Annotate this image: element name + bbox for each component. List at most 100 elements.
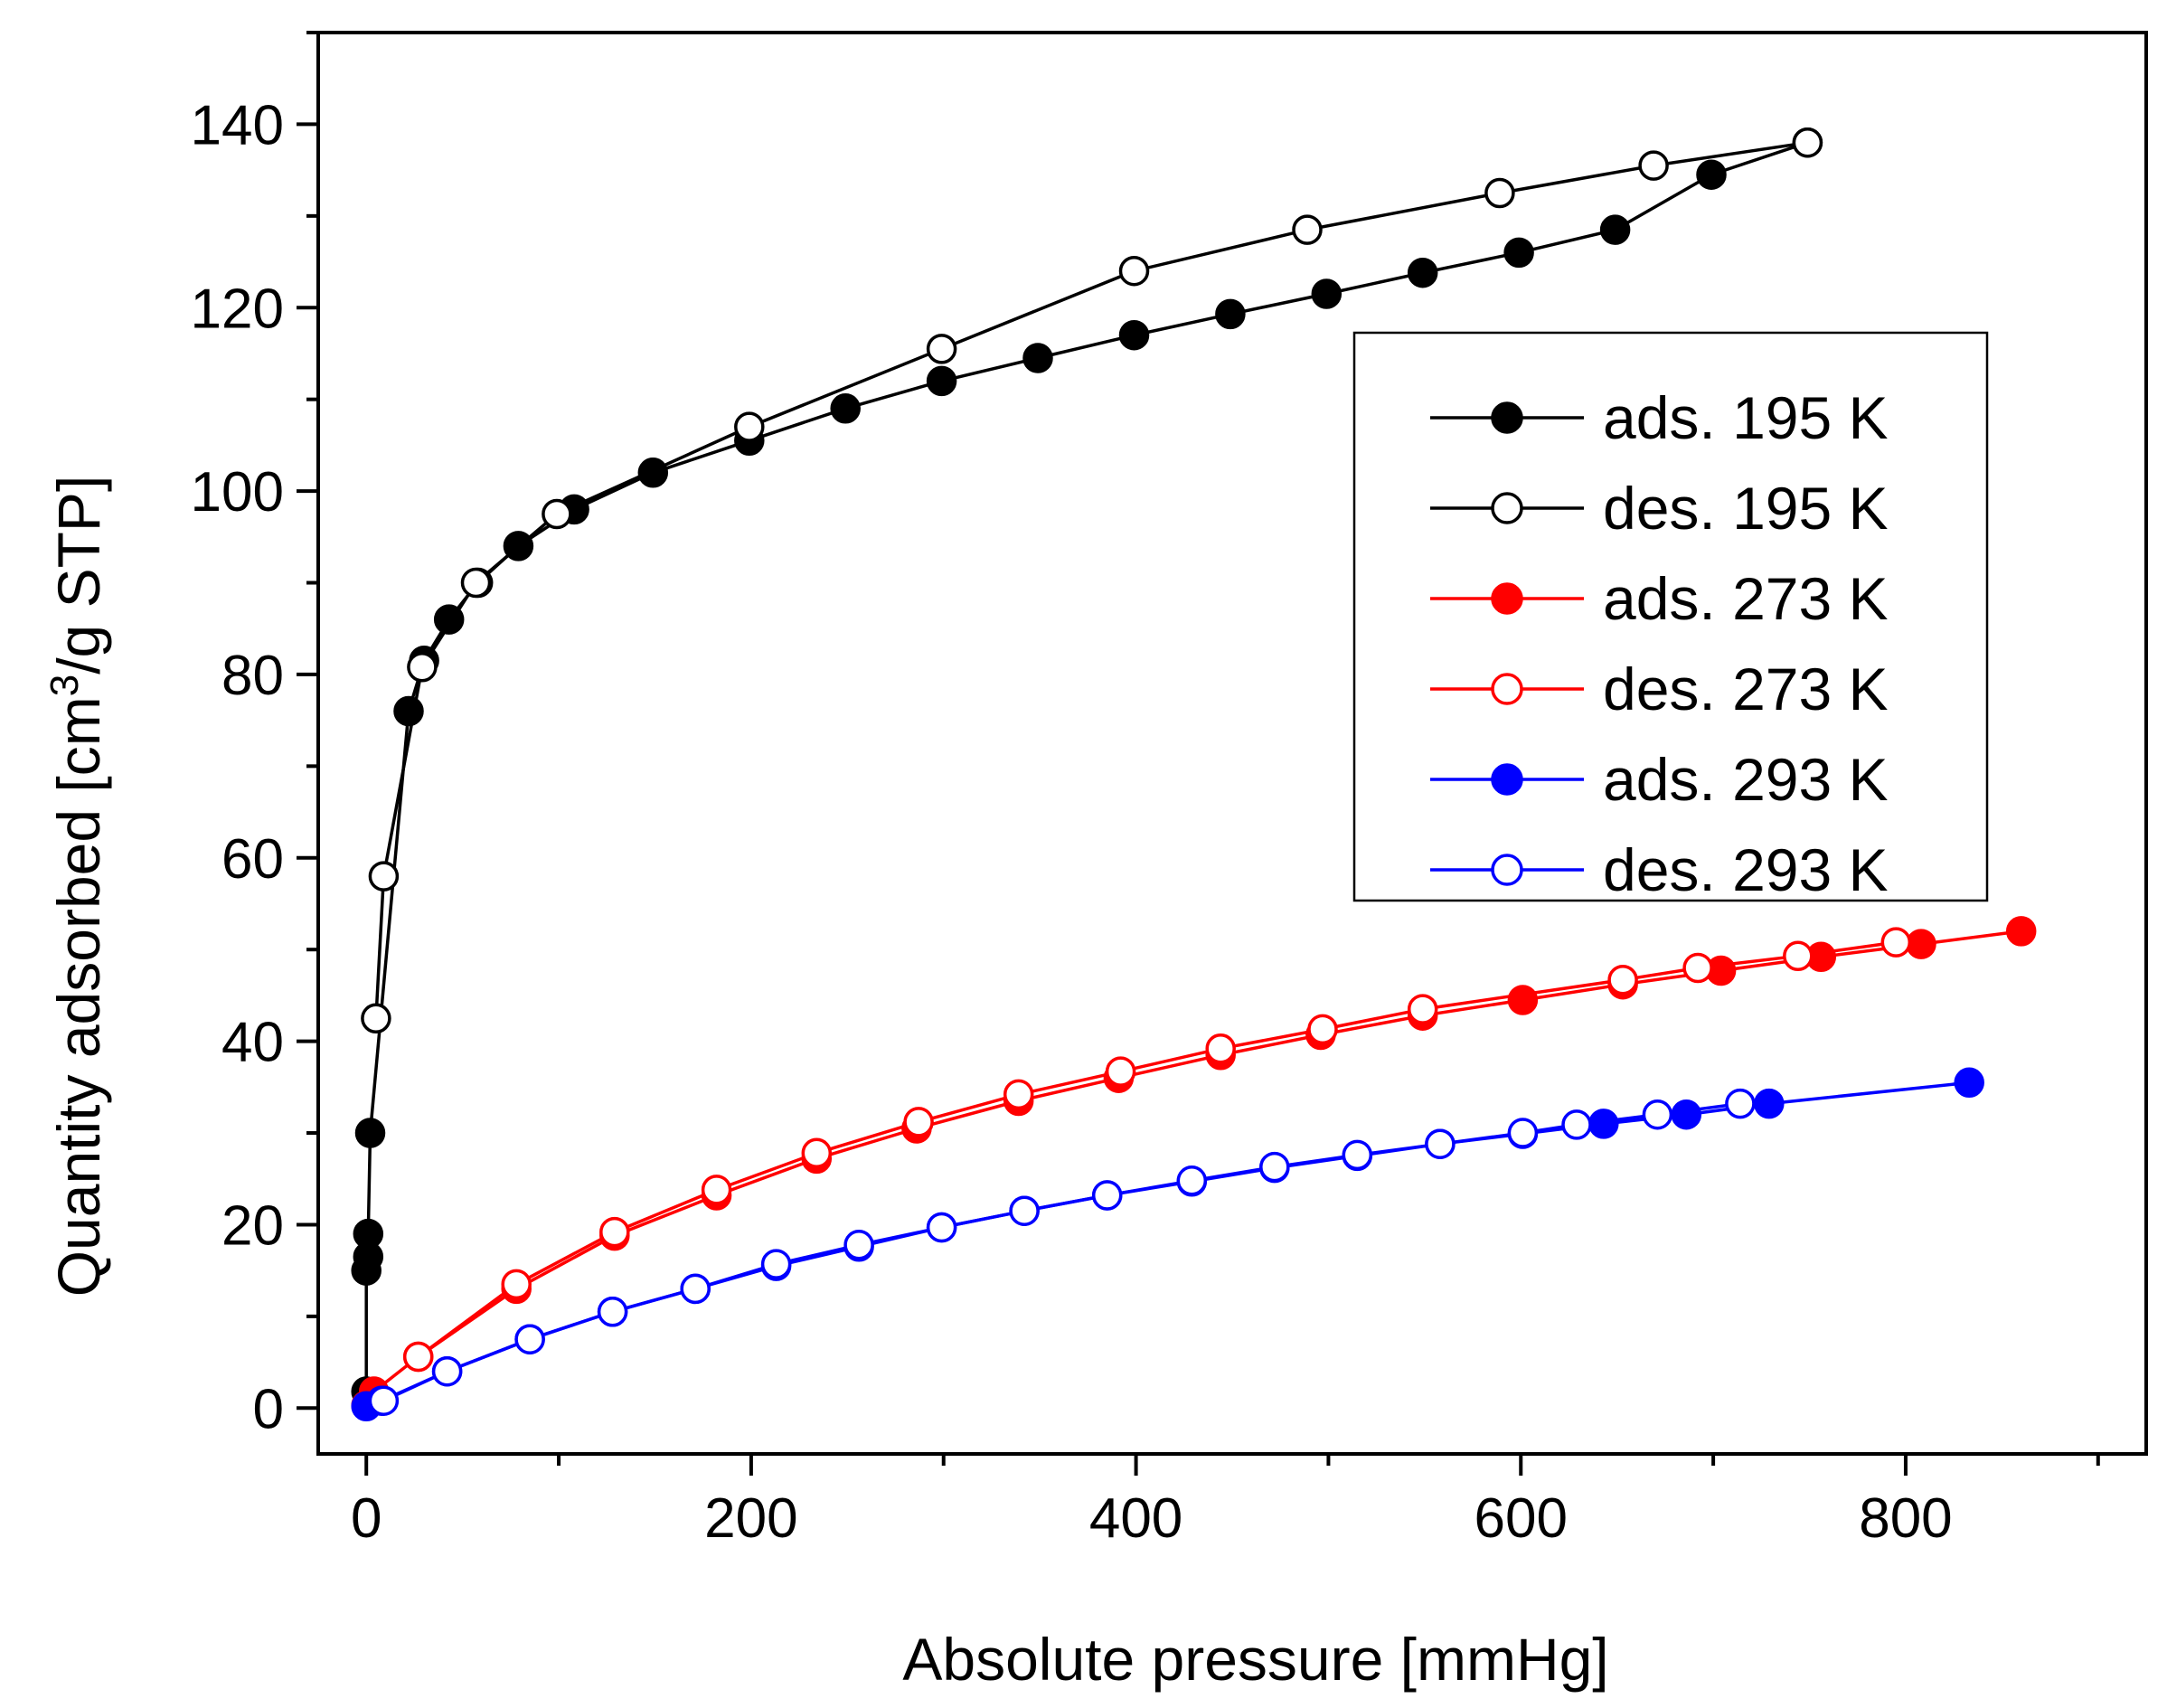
open-point [760,1249,792,1279]
open-point [368,1385,400,1416]
filled-point [393,695,424,727]
series-line [374,140,1808,1019]
filled-point [354,1118,386,1148]
open-point [1792,127,1823,158]
open-point [903,1107,934,1137]
y-axis-title-unit: /g STP] [45,476,112,675]
legend-label: des. 273 K [1603,656,1889,722]
y-axis-title: Quantity adsorbed [cm3/g STP] [42,476,112,1298]
filled-point [1503,237,1534,269]
open-point [1725,1088,1756,1119]
legend-label: ads. 273 K [1603,565,1889,632]
open-point [1638,150,1669,181]
legend-box [1352,331,1989,902]
open-point [599,1216,630,1248]
open-point [734,411,765,442]
series-6 [368,1088,1756,1416]
legend-label: ads. 195 K [1603,384,1889,451]
y-tick-label: 0 [253,1378,284,1440]
open-point [407,652,438,683]
legend-marker [1491,401,1523,434]
legend-label: des. 195 K [1603,475,1889,542]
legend: ads. 195 K des. 195 K ads. 273 K des. 273 K… [1352,331,1989,903]
filled-point [1696,159,1727,190]
open-point [1292,214,1323,245]
y-tick-label: 140 [191,94,284,156]
y-tick-label: 20 [221,1194,284,1257]
plot-frame [316,31,2148,1456]
filled-point [1954,1067,1984,1099]
x-axis-title: Absolute pressure [mmHg] [902,1626,1608,1693]
open-point [1507,1118,1539,1148]
open-point [1607,964,1638,996]
open-point [1176,1165,1208,1196]
legend-marker [1491,673,1523,705]
y-tick-label: 60 [221,828,284,891]
filled-point [926,365,957,397]
open-point [1642,1099,1673,1130]
x-tick-label: 800 [1859,1487,1952,1550]
open-point [926,334,957,364]
x-tick-label: 200 [704,1487,797,1550]
open-point [1342,1139,1373,1171]
minor-ticks [306,31,2100,1466]
y-tick-label: 100 [191,461,284,524]
filled-point [830,393,861,424]
legend-marker [1491,854,1523,886]
legend-entry: des. 293 K [1430,836,1889,903]
open-point [701,1175,732,1205]
open-point [1118,255,1150,287]
open-point [1259,1151,1290,1183]
legend-entry: ads. 195 K [1430,384,1889,451]
open-point [542,498,572,530]
open-point [1091,1180,1123,1211]
y-tick-label: 40 [221,1012,284,1074]
x-tick-label: 400 [1089,1487,1182,1550]
filled-point [1754,1088,1785,1119]
series-layer [351,127,2037,1422]
open-point [361,1003,391,1034]
open-point [597,1297,628,1327]
open-point [1561,1109,1592,1140]
open-point [1003,1079,1034,1110]
open-point [1407,994,1438,1024]
legend-marker [1491,763,1523,796]
open-point [1205,1033,1236,1064]
open-point [1105,1056,1136,1087]
legend-entry: ads. 273 K [1430,565,1889,632]
major-ticks [297,122,1908,1476]
open-point [1307,1014,1338,1045]
open-point [368,861,400,892]
y-axis-title-main: Quantity adsorbed [cm [45,696,112,1297]
filled-point [1311,278,1343,309]
legend-label: des. 293 K [1603,836,1889,903]
open-point [460,567,492,599]
filled-point [1407,257,1438,288]
tick-labels: 0 200 400 600 800 0 20 40 60 80 100 120 140 [191,94,1953,1550]
x-tick-label: 0 [351,1487,382,1550]
open-point [843,1230,874,1260]
filled-point [1599,214,1631,245]
y-tick-label: 120 [191,278,284,340]
open-point [1425,1128,1456,1159]
filled-point [1906,929,1936,959]
legend-marker [1491,492,1523,524]
filled-point [2005,916,2037,947]
filled-point [1022,343,1053,373]
open-point [1484,177,1515,209]
open-point [402,1341,434,1373]
legend-entry: des. 195 K [1430,475,1889,542]
filled-point [637,458,669,488]
filled-point [1215,298,1246,330]
y-axis-title-superscript: 3 [42,675,87,696]
open-point [680,1273,711,1305]
open-point [431,1355,463,1387]
series-2 [361,127,1823,1034]
legend-entry: des. 273 K [1430,656,1889,722]
filled-point [1118,319,1150,351]
filled-point [353,1218,384,1250]
y-tick-label: 80 [221,645,284,707]
open-point [801,1137,833,1169]
series-4 [402,927,1912,1373]
